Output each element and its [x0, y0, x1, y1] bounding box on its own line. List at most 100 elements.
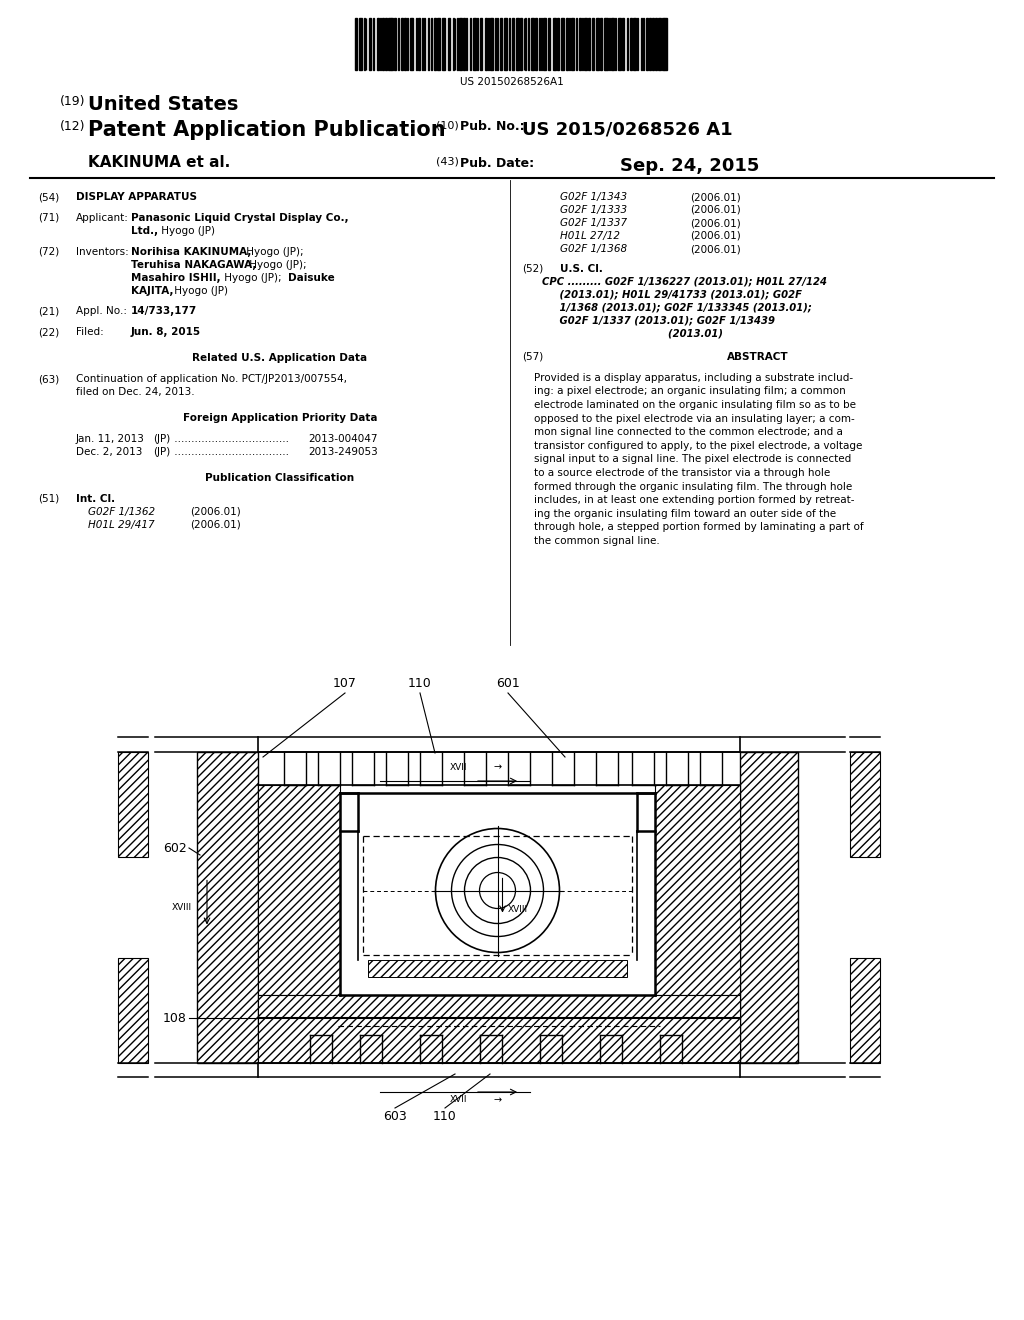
Bar	[850, 958, 880, 1063]
Text: ..................................: ..................................	[171, 446, 289, 457]
Text: →: →	[493, 1096, 501, 1105]
Bar	[258, 995, 740, 1063]
Bar	[568, 18, 569, 70]
Text: 110: 110	[433, 1110, 457, 1123]
Bar	[651, 18, 654, 70]
Bar	[646, 18, 648, 70]
Text: Hyogo (JP): Hyogo (JP)	[158, 226, 215, 236]
Text: H01L 27/12: H01L 27/12	[560, 231, 620, 242]
Bar	[197, 752, 258, 1063]
Text: (2013.01): (2013.01)	[542, 329, 723, 338]
Bar	[487, 18, 489, 70]
Text: Filed:: Filed:	[76, 327, 103, 337]
Text: G02F 1/1337: G02F 1/1337	[560, 218, 627, 228]
Text: (JP): (JP)	[153, 434, 170, 444]
Text: (2006.01): (2006.01)	[690, 231, 740, 242]
Bar	[615, 18, 616, 70]
Text: (2006.01): (2006.01)	[690, 218, 740, 228]
Bar	[463, 18, 465, 70]
Bar	[611, 18, 614, 70]
Text: (72): (72)	[38, 247, 59, 256]
Bar	[512, 18, 514, 70]
Bar	[416, 18, 417, 70]
Text: G02F 1/1343: G02F 1/1343	[560, 191, 627, 202]
Text: Applicant:: Applicant:	[76, 213, 129, 223]
Text: G02F 1/1362: G02F 1/1362	[88, 507, 155, 516]
Bar	[603, 18, 605, 70]
Text: (57): (57)	[522, 352, 544, 362]
Bar	[437, 18, 440, 70]
Bar	[258, 785, 340, 995]
Text: XVII: XVII	[450, 1096, 468, 1104]
Text: United States: United States	[88, 95, 239, 114]
Bar	[516, 18, 518, 70]
Bar	[740, 752, 798, 1063]
Text: G02F 1/1333: G02F 1/1333	[560, 205, 627, 215]
Bar	[500, 18, 502, 70]
Bar	[592, 18, 594, 70]
Text: US 2015/0268526 A1: US 2015/0268526 A1	[522, 120, 732, 139]
Text: (51): (51)	[38, 494, 59, 504]
Text: 108: 108	[163, 1011, 187, 1024]
Text: ..................................: ..................................	[171, 434, 289, 444]
Text: Ltd.,: Ltd.,	[131, 226, 158, 236]
Text: US 20150268526A1: US 20150268526A1	[460, 77, 564, 87]
Bar	[627, 18, 628, 70]
Text: (2006.01): (2006.01)	[190, 520, 241, 529]
Text: (21): (21)	[38, 306, 59, 317]
Bar	[541, 18, 542, 70]
Bar	[584, 18, 587, 70]
Text: 2013-004047: 2013-004047	[308, 434, 378, 444]
Bar	[504, 18, 507, 70]
Bar	[398, 18, 399, 70]
Text: Foreign Application Priority Data: Foreign Application Priority Data	[182, 413, 377, 422]
Bar	[571, 18, 574, 70]
Bar	[543, 18, 546, 70]
Bar	[535, 18, 537, 70]
Bar	[431, 18, 432, 70]
Text: U.S. Cl.: U.S. Cl.	[560, 264, 603, 273]
Bar	[428, 18, 429, 70]
Text: Sep. 24, 2015: Sep. 24, 2015	[620, 157, 760, 176]
Text: (2006.01): (2006.01)	[690, 191, 740, 202]
Text: (63): (63)	[38, 374, 59, 384]
Text: DISPLAY APPARATUS: DISPLAY APPARATUS	[76, 191, 197, 202]
Text: Hyogo (JP);: Hyogo (JP);	[221, 273, 282, 282]
Text: Jun. 8, 2015: Jun. 8, 2015	[131, 327, 201, 337]
Bar	[368, 960, 627, 977]
Text: (2006.01): (2006.01)	[690, 205, 740, 215]
Text: CPC ......... G02F 1/136227 (2013.01); H01L 27/124: CPC ......... G02F 1/136227 (2013.01); H…	[542, 276, 827, 286]
Text: KAJITA,: KAJITA,	[131, 285, 173, 296]
Bar	[641, 18, 642, 70]
Bar	[617, 18, 621, 70]
Text: Hyogo (JP);: Hyogo (JP);	[246, 260, 306, 269]
Text: 2013-249053: 2013-249053	[308, 446, 378, 457]
Bar	[539, 18, 540, 70]
Bar	[369, 18, 371, 70]
Bar	[442, 18, 445, 70]
Bar	[548, 18, 551, 70]
Bar	[418, 18, 420, 70]
Bar	[388, 18, 390, 70]
Bar	[648, 18, 650, 70]
Bar	[480, 18, 482, 70]
Text: filed on Dec. 24, 2013.: filed on Dec. 24, 2013.	[76, 387, 195, 397]
Text: Teruhisa NAKAGAWA,: Teruhisa NAKAGAWA,	[131, 260, 256, 269]
Bar	[561, 18, 564, 70]
Text: 110: 110	[409, 677, 432, 690]
Bar	[391, 18, 393, 70]
Bar	[447, 18, 451, 70]
Bar	[527, 18, 529, 70]
Bar	[473, 18, 476, 70]
Bar	[556, 18, 559, 70]
Bar	[118, 958, 148, 1063]
Text: 602: 602	[163, 842, 187, 854]
Text: (2006.01): (2006.01)	[690, 244, 740, 253]
Text: XVIII: XVIII	[172, 903, 193, 912]
Text: XVIII: XVIII	[508, 906, 527, 915]
Text: (19): (19)	[60, 95, 85, 108]
Bar	[850, 752, 880, 857]
Text: (52): (52)	[522, 264, 544, 273]
Text: 603: 603	[383, 1110, 407, 1123]
Bar	[579, 18, 581, 70]
